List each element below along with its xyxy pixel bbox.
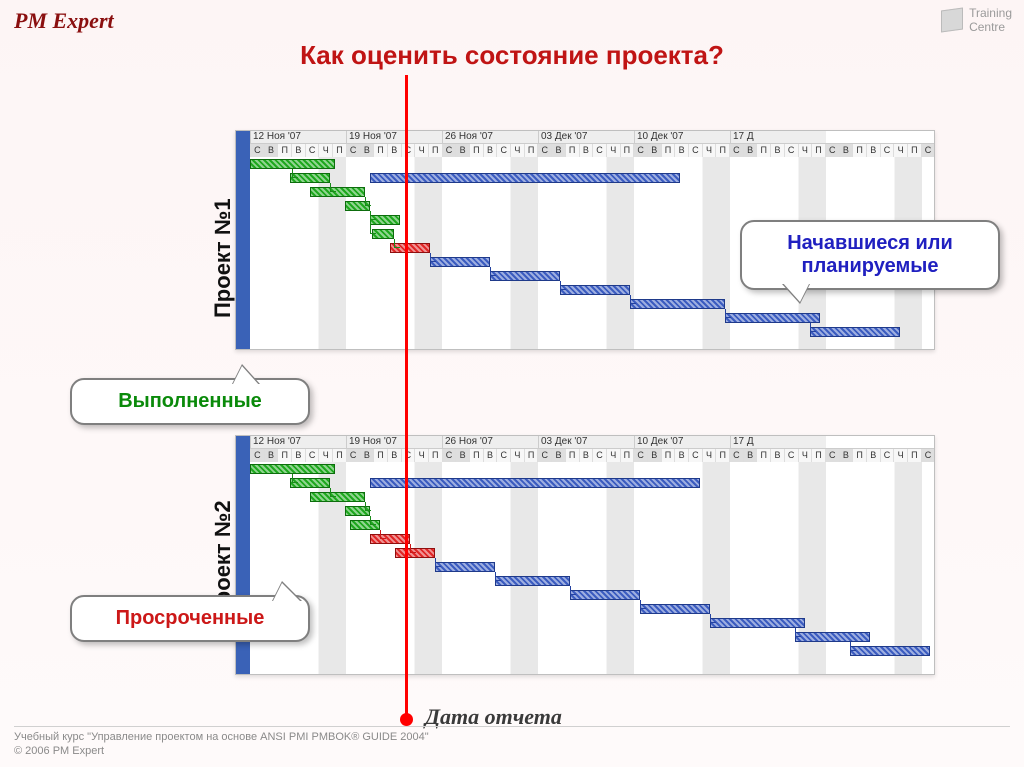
page-title: Как оценить состояние проекта?: [0, 40, 1024, 71]
gantt-bar-green: [290, 173, 330, 183]
gantt-bar-blue: [370, 478, 700, 488]
gantt-bar-blue: [640, 604, 710, 614]
callout-completed: Выполненные: [70, 378, 310, 425]
footer-copyright: © 2006 PM Expert: [14, 745, 1010, 757]
gantt-bar-green: [250, 464, 335, 474]
gantt-project2: 12 Ноя '0719 Ноя '0726 Ноя '0703 Дек '07…: [235, 435, 935, 675]
gantt-bar-green: [372, 229, 394, 239]
gantt-bar-green: [350, 520, 380, 530]
week-row: 12 Ноя '0719 Ноя '0726 Ноя '0703 Дек '07…: [250, 131, 934, 144]
gantt-bar-blue: [725, 313, 820, 323]
gantt-header: 12 Ноя '0719 Ноя '0726 Ноя '0703 Дек '07…: [250, 131, 934, 157]
gantt-sidebar: [236, 131, 250, 349]
gantt-bar-blue: [850, 646, 930, 656]
gantt-bar-blue: [560, 285, 630, 295]
gantt-bar-green: [310, 492, 365, 502]
brand-right-l2: Centre: [969, 20, 1012, 34]
report-date-line: [405, 75, 408, 720]
brand-right: Training Centre: [941, 6, 1012, 34]
footer: Учебный курс "Управление проектом на осн…: [14, 726, 1010, 757]
callout-text: Начавшиеся или планируемые: [787, 232, 953, 277]
gantt-bar-blue: [570, 590, 640, 600]
gantt-bar-green: [290, 478, 330, 488]
gantt-bar-blue: [430, 257, 490, 267]
callout-text: Просроченные: [116, 607, 265, 629]
callout-overdue: Просроченные: [70, 595, 310, 642]
day-row: СВПВСЧПСВПВСЧПСВПВСЧПСВПВСЧПСВПВСЧПСВПВС…: [250, 449, 934, 462]
gantt-bar-red: [390, 243, 430, 253]
callout-tail: [782, 282, 810, 302]
gantt-grid: [250, 462, 934, 674]
project1-label: Проект №1: [210, 198, 236, 318]
gantt-bar-green: [345, 201, 370, 211]
gantt-bar-green: [370, 215, 400, 225]
week-row: 12 Ноя '0719 Ноя '0726 Ноя '0703 Дек '07…: [250, 436, 934, 449]
gantt-bar-blue: [630, 299, 725, 309]
gantt-bar-blue: [370, 173, 680, 183]
gantt-bar-blue: [710, 618, 805, 628]
logo-cube-icon: [941, 7, 963, 32]
gantt-bar-green: [310, 187, 365, 197]
brand-right-l1: Training: [969, 6, 1012, 20]
gantt-bar-blue: [435, 562, 495, 572]
gantt-bar-blue: [795, 632, 870, 642]
day-row: СВПВСЧПСВПВСЧПСВПВСЧПСВПВСЧПСВПВСЧПСВПВС…: [250, 144, 934, 157]
gantt-bar-green: [345, 506, 370, 516]
callout-text: Выполненные: [118, 390, 262, 412]
callout-planned: Начавшиеся или планируемые: [740, 220, 1000, 290]
gantt-bar-red: [395, 548, 435, 558]
footer-course: Учебный курс "Управление проектом на осн…: [14, 731, 1010, 743]
callout-tail: [272, 583, 302, 603]
gantt-header: 12 Ноя '0719 Ноя '0726 Ноя '0703 Дек '07…: [250, 436, 934, 462]
gantt-bar-blue: [490, 271, 560, 281]
gantt-bar-red: [370, 534, 410, 544]
brand-left: PM Expert: [14, 8, 114, 34]
gantt-bar-green: [250, 159, 335, 169]
gantt-bar-blue: [810, 327, 900, 337]
callout-tail: [232, 366, 260, 386]
gantt-bar-blue: [495, 576, 570, 586]
